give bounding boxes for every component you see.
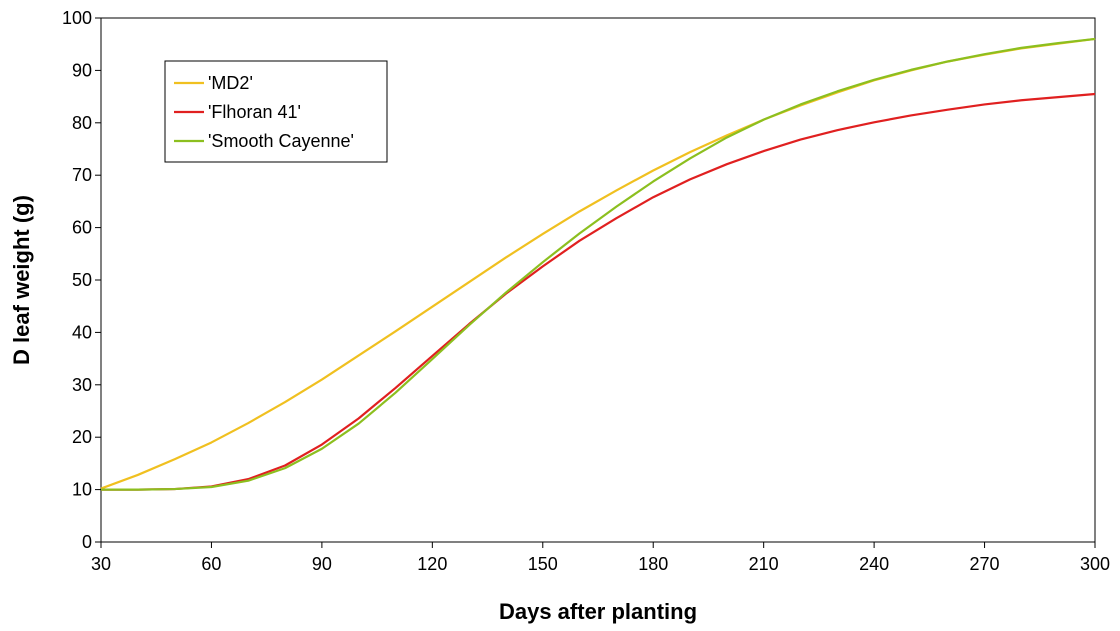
x-tick-label: 90 <box>312 554 332 574</box>
y-tick-label: 100 <box>62 8 92 28</box>
x-tick-label: 300 <box>1080 554 1110 574</box>
y-tick-label: 90 <box>72 60 92 80</box>
legend-label-1: 'MD2' <box>208 73 253 93</box>
y-tick-label: 70 <box>72 165 92 185</box>
legend-label-3: 'Smooth Cayenne' <box>208 131 354 151</box>
series-line-3 <box>101 37 1096 491</box>
y-tick-label: 10 <box>72 480 92 500</box>
y-tick-label: 50 <box>72 270 92 290</box>
y-tick-label: 40 <box>72 322 92 342</box>
legend-label-2: 'Flhoran 41' <box>208 102 301 122</box>
x-tick-label: 150 <box>528 554 558 574</box>
x-tick-label: 30 <box>91 554 111 574</box>
y-tick-label: 80 <box>72 113 92 133</box>
x-tick-label: 210 <box>749 554 779 574</box>
series-group <box>100 37 1096 491</box>
x-tick-label: 180 <box>638 554 668 574</box>
x-tick-label: 60 <box>201 554 221 574</box>
x-tick-label: 270 <box>970 554 1000 574</box>
x-axis-title: Days after planting <box>499 599 697 624</box>
x-tick-label: 120 <box>417 554 447 574</box>
y-tick-label: 30 <box>72 375 92 395</box>
legend: 'MD2' 'Flhoran 41' 'Smooth Cayenne' <box>164 60 388 163</box>
x-tick-label: 240 <box>859 554 889 574</box>
series-line-2 <box>101 92 1096 491</box>
y-axis-title: D leaf weight (g) <box>9 195 34 365</box>
y-tick-label: 60 <box>72 218 92 238</box>
plot-area: 0 10 20 30 40 50 60 70 80 90 100 30 60 90 120 150 180 210… <box>62 8 1110 574</box>
y-tick-label: 20 <box>72 427 92 447</box>
y-tick-label: 0 <box>82 532 92 552</box>
